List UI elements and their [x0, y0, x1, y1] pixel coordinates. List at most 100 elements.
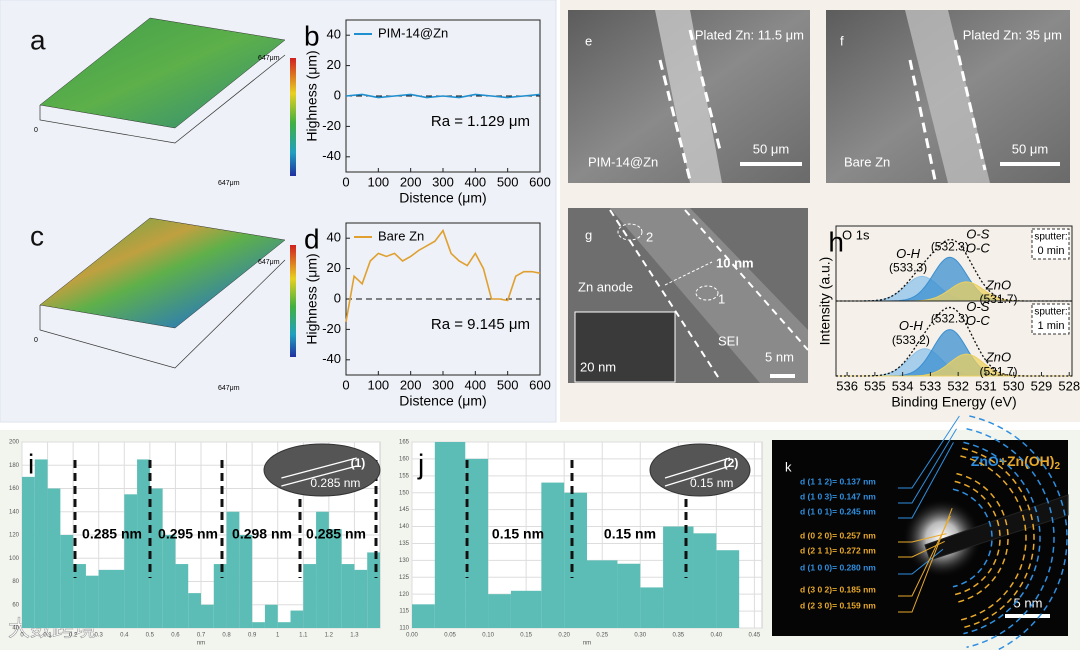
y-tick-label: 40 [327, 27, 341, 42]
inset-spacing: 0.15 nm [690, 476, 733, 490]
bar [149, 488, 163, 628]
peak-name: O-C [966, 313, 990, 328]
y-tick-label: 20 [327, 57, 341, 72]
diffraction-ring [961, 447, 1035, 629]
scale-bar-label: 5 nm [1014, 595, 1043, 610]
x-tick-label: 100 [367, 174, 389, 189]
diffraction-ring [956, 472, 1009, 604]
y-tick-label: 165 [399, 440, 410, 446]
y-tick-label: 40 [327, 230, 341, 245]
x-tick-label: 0.25 [596, 633, 608, 639]
bar [716, 550, 740, 628]
bar [188, 593, 201, 628]
x-axis-label: nm [583, 641, 591, 647]
y-tick-label: 160 [9, 486, 20, 492]
bar [124, 494, 138, 628]
bar [252, 622, 265, 628]
sputter-time: 0 min [1038, 245, 1065, 257]
x-axis-label: Distence (μm) [399, 393, 486, 409]
bar [34, 459, 48, 628]
scale-bar-label: 50 μm [753, 141, 789, 156]
peak-name: O-H [896, 246, 920, 261]
saed-k: k ZnO+Zn(OH)2 5 nm [772, 440, 1069, 636]
peak-position-label: (531.7) [979, 292, 1017, 306]
spacing-label: 0.285 nm [82, 526, 142, 542]
x-tick-label: 0.45 [749, 633, 761, 639]
bar [85, 575, 99, 628]
x-tick-label: 532 [947, 378, 969, 393]
leader-line [898, 442, 954, 519]
bar [465, 458, 489, 628]
x-tick-label: 0.10 [482, 633, 494, 639]
panel-letter: a [30, 24, 46, 55]
x-tick-label: 1.1 [299, 633, 308, 639]
panel-letter: i [28, 448, 34, 479]
sample-label: PIM-14@Zn [588, 154, 658, 169]
bar [277, 622, 291, 628]
x-tick-label: 0.8 [222, 633, 231, 639]
leader-line [898, 428, 957, 504]
y-tick-label: 110 [399, 626, 409, 632]
d-spacing-label: d (0 2 0)= 0.257 nm [800, 530, 876, 540]
diffraction-ring [963, 441, 1041, 635]
bar [587, 560, 618, 628]
legend-label: Bare Zn [378, 228, 424, 243]
y-tick-label: 150 [399, 490, 410, 496]
y-tick-label: 60 [12, 602, 19, 608]
axis-label: 647μm [258, 259, 280, 266]
bar [98, 569, 112, 628]
y-tick-label: 0 [334, 290, 341, 305]
annotation: Ra = 9.145 μm [431, 316, 530, 333]
x-tick-label: 0 [342, 377, 349, 392]
leader-line [898, 515, 951, 597]
bar [328, 529, 342, 628]
thickness-label: 10 nm [716, 255, 754, 270]
sputter-box [1031, 228, 1070, 260]
peak-name: O-C [966, 241, 990, 256]
bar [617, 563, 641, 628]
inset-label: (1) [351, 456, 366, 470]
region-label: Zn anode [578, 279, 633, 294]
y-axis-label: Intensity (a.u.) [817, 257, 833, 346]
inset-label: (2) [724, 456, 739, 470]
x-tick-label: 1 [276, 633, 280, 639]
bar [303, 564, 317, 628]
bar [264, 604, 278, 628]
x-tick-label: 533 [920, 378, 942, 393]
y-tick-label: 125 [399, 575, 410, 581]
y-tick-label: 80 [12, 579, 19, 585]
y-tick-label: 140 [9, 509, 20, 515]
x-tick-label: 0 [20, 633, 24, 639]
x-tick-label: 400 [464, 174, 486, 189]
tem-g: g Zn anode 10 nm SEI 5 nm 20 nm 1 2 [568, 208, 809, 383]
diffraction-ring [954, 480, 1001, 596]
y-tick-label: 0 [334, 87, 341, 102]
bar [162, 535, 176, 628]
x-tick-label: 300 [432, 377, 454, 392]
x-tick-label: 500 [497, 174, 519, 189]
peak-name: ZnO [985, 277, 1011, 292]
panel-letter: f [840, 33, 844, 48]
y-tick-label: 160 [399, 456, 410, 462]
x-tick-label: 0.4 [120, 633, 129, 639]
y-axis-label: Highness (μm) [304, 253, 320, 344]
x-tick-label: 530 [1003, 378, 1025, 393]
y-tick-label: -40 [322, 351, 341, 366]
peak-position-label: (533.2) [892, 333, 930, 347]
x-tick-label: 200 [400, 174, 422, 189]
envelope [836, 306, 1072, 377]
bar [640, 587, 664, 628]
bar [541, 482, 565, 628]
y-tick-label: 130 [399, 558, 410, 564]
x-tick-label: 0.15 [520, 633, 532, 639]
lattice-line [664, 465, 731, 487]
scale-bar-label: 50 μm [1012, 141, 1048, 156]
x-tick-label: 0.35 [672, 633, 684, 639]
x-tick-label: 529 [1031, 378, 1053, 393]
title-part: ZnO [971, 453, 999, 469]
peak-name: O-S [966, 227, 989, 242]
x-tick-label: 0.3 [95, 633, 104, 639]
axis-label: 0 [34, 127, 38, 134]
panel-letter: j [417, 448, 424, 479]
